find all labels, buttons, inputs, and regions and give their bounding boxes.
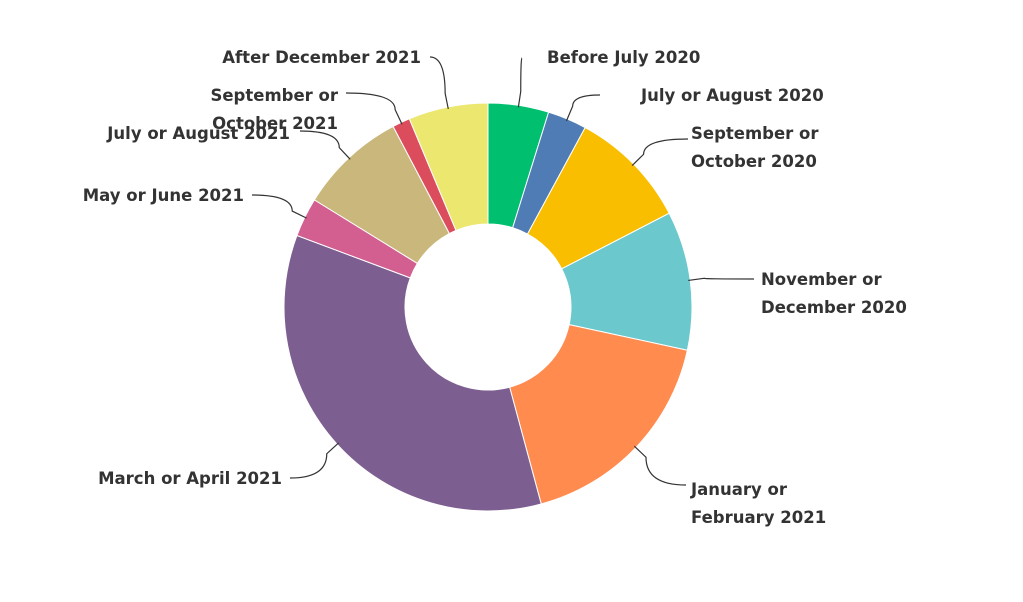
slice-label-4: January or February 2021	[690, 480, 826, 527]
leader-line-0	[517, 57, 523, 108]
slice-label-9: After December 2021	[222, 48, 421, 67]
leader-line-7	[299, 130, 351, 160]
slice-label-2: September or October 2020	[691, 124, 819, 171]
slice-9	[408, 102, 489, 232]
leader-line-1	[565, 94, 601, 122]
slice-4	[509, 324, 688, 505]
slice-5	[283, 234, 542, 512]
slice-label-7: July or August 2021	[106, 124, 290, 143]
slice-label-5: March or April 2021	[98, 469, 282, 488]
slice-label-3: November or December 2020	[761, 270, 907, 317]
leader-line-3	[688, 277, 755, 282]
leader-line-9	[429, 56, 449, 110]
leader-line-6	[251, 194, 307, 219]
leader-line-2	[631, 138, 689, 166]
leader-line-5	[289, 442, 339, 479]
slice-label-8: September or October 2021	[210, 86, 338, 133]
slice-label-1: July or August 2020	[640, 86, 824, 105]
slice-label-6: May or June 2021	[83, 186, 244, 205]
slice-label-0: Before July 2020	[547, 48, 700, 67]
leader-line-4	[633, 445, 687, 486]
leader-line-8	[345, 92, 403, 125]
